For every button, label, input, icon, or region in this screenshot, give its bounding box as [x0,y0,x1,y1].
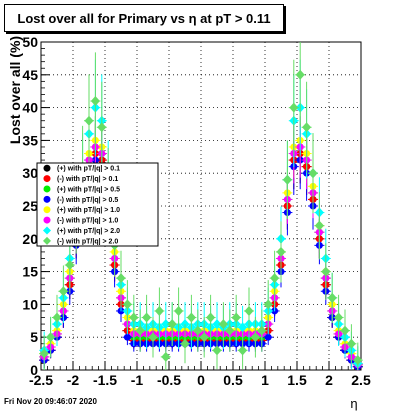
y-tick-label: 5 [30,329,38,345]
x-axis-label: η [350,396,357,411]
data-point [174,305,184,316]
data-point [334,312,344,323]
data-point [289,102,299,113]
legend-marker [43,185,51,193]
data-point [161,319,171,330]
data-point [52,312,62,323]
legend-marker [43,226,51,235]
legend-entry: (-) with pT/|q| > 0.1 [57,176,118,183]
data-point [58,286,68,297]
data-point [244,305,254,316]
data-point [308,168,318,179]
legend-entry: (-) with pT/|q| > 0.5 [57,197,118,204]
legend-entry: (+) with pT/|q| > 2.0 [57,228,120,235]
y-tick-label: 0 [30,362,38,378]
data-point [212,345,222,356]
legend-marker [43,175,51,183]
legend: (+) with pT/|q| > 0.1 (-) with pT/|q| > 0… [36,162,159,247]
data-point [90,96,100,107]
data-point [314,220,324,231]
data-point [321,266,331,277]
data-point [225,325,235,336]
data-point [327,292,337,303]
y-tick-label: 40 [22,100,38,116]
data-point [180,319,190,330]
legend-entry: (+) with pT/|q| > 0.1 [57,166,120,173]
data-point [270,273,280,284]
legend-marker [43,216,51,224]
legend-entry: (-) with pT/|q| > 1.0 [57,218,118,225]
data-point [123,333,131,341]
legend-entry: (-) with pT/|q| > 2.0 [57,238,118,245]
data-point [161,351,171,362]
data-point [193,325,203,336]
chart-title-box: Lost over all for Primary vs η at pT > 0… [4,4,284,32]
x-tick-label: -1.5 [93,372,117,388]
legend-entry: (+) with pT/|q| > 0.5 [57,186,120,193]
data-point [154,305,164,316]
y-tick-label: 30 [22,165,38,181]
legend-marker [43,195,51,203]
data-point [122,299,132,310]
y-tick-label: 10 [22,296,38,312]
data-point [148,332,158,343]
data-point [238,345,248,356]
x-tick-label: 2 [325,372,333,388]
data-point [276,246,286,257]
legend-box [36,162,159,247]
x-tick-label: 1.5 [287,372,307,388]
data-point [135,325,145,336]
data-point [231,312,241,323]
data-point [302,122,312,133]
chart-title: Lost over all for Primary vs η at pT > 0… [17,10,271,26]
data-point [295,69,305,80]
data-point [263,299,273,310]
y-tick-label: 35 [22,132,38,148]
data-point [212,319,222,330]
data-point [353,355,363,366]
legend-marker [43,206,51,214]
data-point [257,325,267,336]
data-point [142,312,152,323]
data-point [250,332,260,343]
timestamp: Fri Nov 20 09:46:07 2020 [4,397,97,406]
data-point [206,312,216,323]
data-point [218,319,228,330]
legend-marker [43,236,51,245]
data-point [167,319,177,330]
data-point [84,115,94,126]
x-tick-label: 2.5 [351,372,371,388]
y-tick-label: 50 [22,34,38,50]
y-tick-label: 15 [22,264,38,280]
x-tick-label: -1 [131,372,144,388]
y-tick-label: 20 [22,231,38,247]
data-point [186,312,196,323]
data-point [39,348,49,359]
x-tick-label: 0 [197,372,205,388]
data-points [39,42,363,371]
x-tick-label: -2.5 [29,372,53,388]
x-tick-label: -2 [67,372,80,388]
data-point [340,325,350,336]
data-point [346,338,356,349]
data-point [180,338,190,349]
data-point [116,273,126,284]
data-point [97,122,107,133]
y-tick-label: 45 [22,67,38,83]
data-point [264,333,272,341]
x-tick-label: -0.5 [157,372,181,388]
data-point [46,332,56,343]
y-tick-label: 25 [22,198,38,214]
legend-entry: (+) with pT/|q| > 1.0 [57,207,120,214]
data-point [129,312,139,323]
x-tick-label: 0.5 [223,372,243,388]
data-point [238,322,248,333]
y-axis-label: Lost over all (%) [7,36,23,144]
data-point [199,332,209,343]
data-point [282,174,292,185]
x-tick-label: 1 [261,372,269,388]
legend-marker [43,164,51,172]
data-point [65,260,75,271]
